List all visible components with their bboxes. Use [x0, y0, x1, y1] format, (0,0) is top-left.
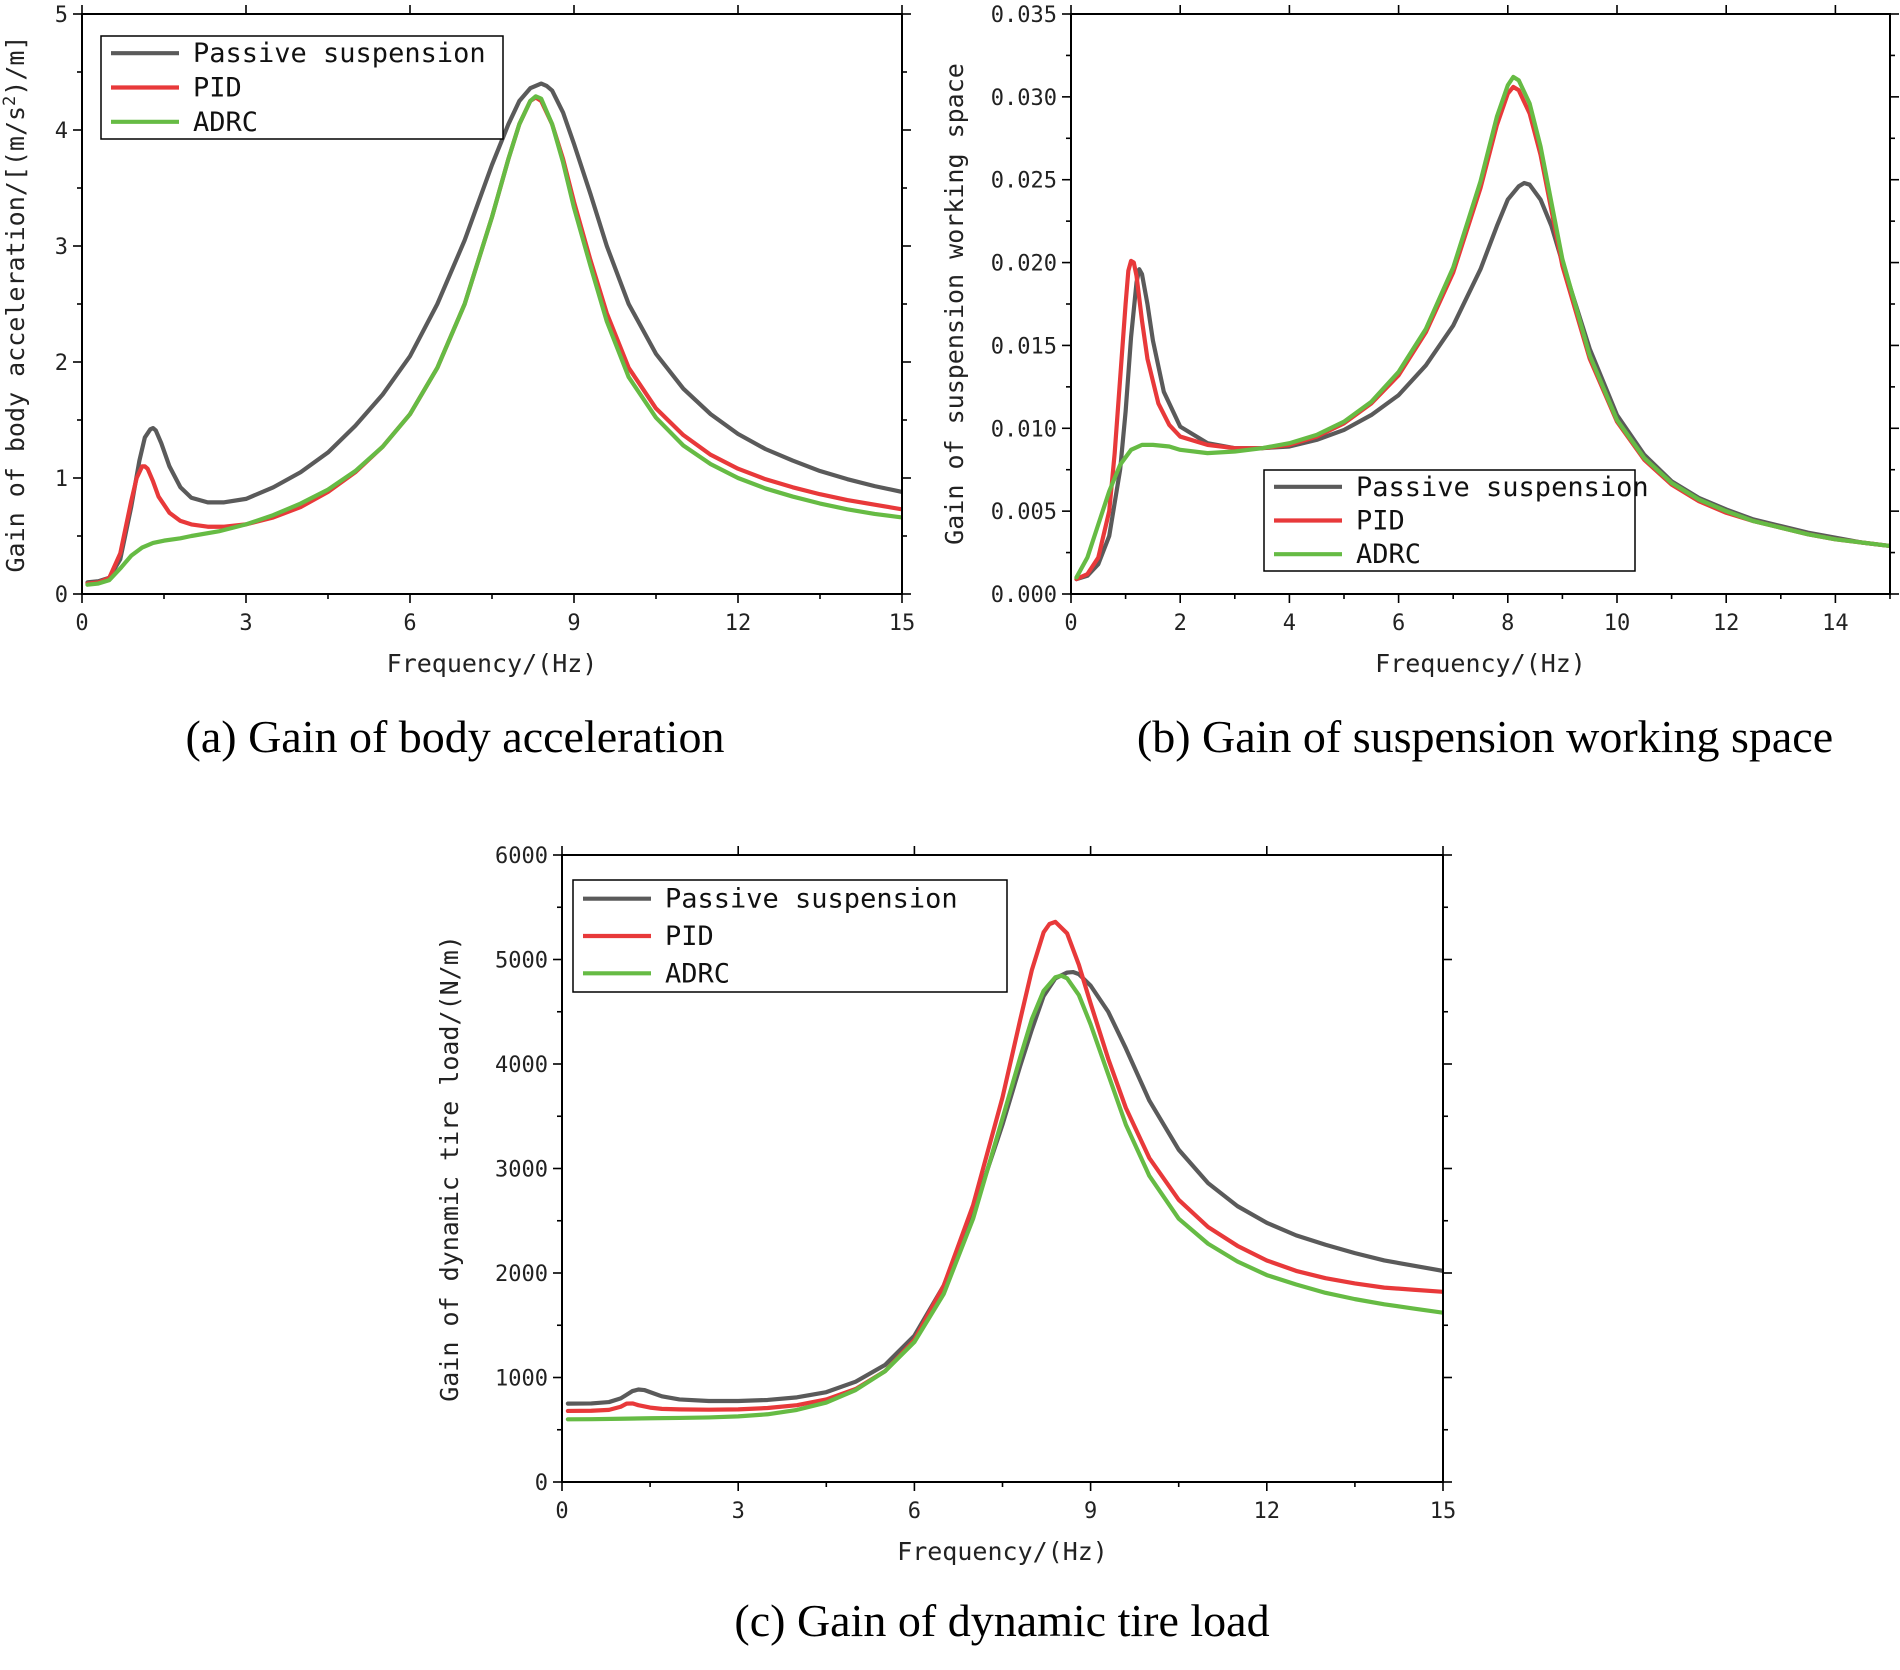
x-tick-label: 12 — [1254, 1499, 1281, 1524]
y-tick-label: 0.010 — [991, 417, 1057, 442]
chart-2: 0 3 6 9 12 15 0 1000 2000 3000 4000 5000 6000 Frequen… — [435, 844, 1456, 1646]
series-line-passive — [85, 81, 902, 585]
series-line-pid — [565, 919, 1443, 1414]
x-tick-label: 9 — [1084, 1499, 1097, 1524]
y-tick-label: 3 — [55, 235, 68, 260]
legend-label-passive: Passive suspension — [1356, 472, 1649, 503]
y-tick-label: 5000 — [495, 949, 548, 974]
y-tick-label: 0.020 — [991, 252, 1057, 277]
chart-caption: (a) Gain of body acceleration — [186, 711, 725, 762]
y-tick-label: 4 — [55, 119, 68, 144]
y-tick-label: 0.000 — [991, 583, 1057, 608]
legend-label-passive: Passive suspension — [665, 884, 958, 915]
y-tick-label: 0.030 — [991, 86, 1057, 111]
x-tick-label: 3 — [239, 611, 252, 636]
legend: Passive suspension PID ADRC — [572, 879, 1008, 993]
series-line-adrc — [85, 94, 902, 587]
y-tick-label: 0 — [535, 1471, 548, 1496]
y-tick-label: 4000 — [495, 1053, 548, 1078]
x-tick-label: 12 — [1713, 611, 1740, 636]
series-line-passive — [565, 969, 1443, 1406]
y-tick-label: 0 — [55, 583, 68, 608]
chart-caption: (b) Gain of suspension working space — [1137, 711, 1833, 762]
x-tick-label: 15 — [1430, 1499, 1457, 1524]
x-tick-label: 0 — [75, 611, 88, 636]
x-tick-label: 6 — [1392, 611, 1405, 636]
x-tick-label: 12 — [725, 611, 752, 636]
x-tick-label: 2 — [1174, 611, 1187, 636]
legend-label-adrc: ADRC — [193, 107, 258, 138]
series-line-adrc — [1074, 74, 1890, 580]
y-tick-label: 1 — [55, 467, 68, 492]
series-line-adrc — [565, 973, 1443, 1422]
x-tick-label: 8 — [1501, 611, 1514, 636]
y-axis-label: Gain of suspension working space — [940, 63, 969, 545]
y-tick-label: 5 — [55, 3, 68, 28]
y-tick-label: 0.005 — [991, 500, 1057, 525]
x-axis-label: Frequency/(Hz) — [897, 1537, 1108, 1566]
x-tick-label: 15 — [889, 611, 916, 636]
y-tick-label: 0.015 — [991, 334, 1057, 359]
legend-label-pid: PID — [193, 73, 242, 104]
y-axis-label: Gain of body acceleration/[(m/s2)/m] — [0, 35, 30, 572]
y-tick-label: 3000 — [495, 1158, 548, 1183]
x-tick-label: 14 — [1822, 611, 1849, 636]
x-axis-label: Frequency/(Hz) — [1375, 649, 1586, 678]
legend-label-adrc: ADRC — [665, 958, 730, 989]
chart-caption: (c) Gain of dynamic tire load — [734, 1595, 1269, 1646]
y-axis-label: Gain of dynamic tire load/(N/m) — [435, 935, 464, 1402]
y-tick-label: 1000 — [495, 1367, 548, 1392]
y-tick-label: 2 — [55, 351, 68, 376]
legend-label-adrc: ADRC — [1356, 539, 1421, 570]
x-tick-label: 6 — [403, 611, 416, 636]
legend-label-passive: Passive suspension — [193, 38, 486, 69]
y-tick-label: 2000 — [495, 1262, 548, 1287]
y-tick-label: 0.035 — [991, 3, 1057, 28]
chart-1: 0 2 4 6 8 10 12 14 0.000 0.005 0.010 0.015 0.020 0.02… — [940, 3, 1899, 762]
legend-label-pid: PID — [665, 921, 714, 952]
x-tick-label: 4 — [1283, 611, 1296, 636]
x-tick-label: 3 — [732, 1499, 745, 1524]
x-tick-label: 10 — [1604, 611, 1631, 636]
legend-label-pid: PID — [1356, 506, 1405, 537]
x-tick-label: 9 — [567, 611, 580, 636]
x-axis-label: Frequency/(Hz) — [387, 649, 598, 678]
x-tick-label: 0 — [1064, 611, 1077, 636]
x-tick-label: 0 — [555, 1499, 568, 1524]
y-tick-label: 0.025 — [991, 169, 1057, 194]
series-line-pid — [85, 95, 902, 586]
x-tick-label: 6 — [908, 1499, 921, 1524]
y-tick-label: 6000 — [495, 844, 548, 869]
